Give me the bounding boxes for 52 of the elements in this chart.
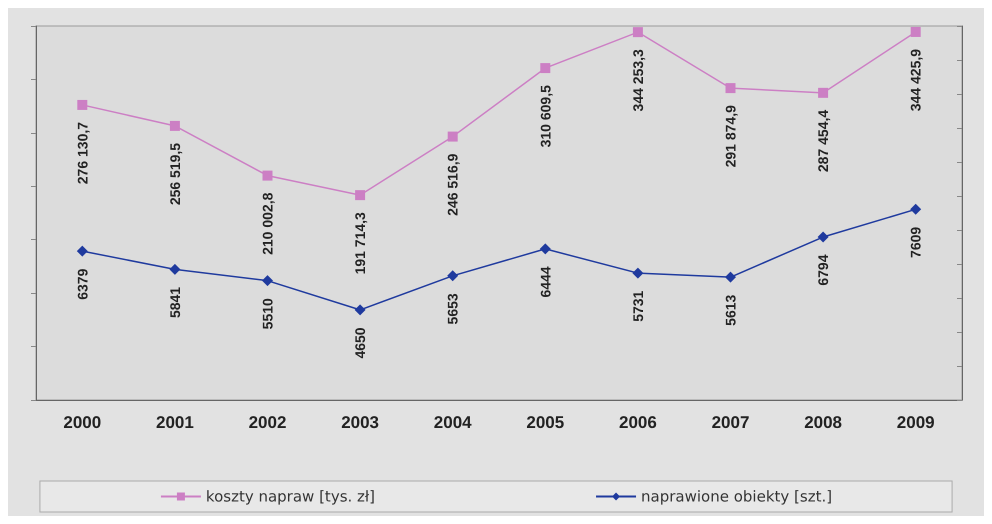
data-label: 6794	[815, 254, 832, 286]
legend-label: koszty napraw [tys. zł]	[206, 488, 376, 506]
point	[910, 26, 921, 37]
data-label: 344 425,9	[908, 48, 924, 112]
x-tick-label: 2002	[248, 413, 286, 432]
x-tick-label: 2009	[896, 413, 935, 432]
data-label: 210 002,8	[260, 192, 276, 255]
point	[726, 83, 736, 94]
point	[632, 27, 643, 38]
data-label: 7609	[908, 226, 924, 258]
point	[76, 246, 88, 257]
data-label: 246 516,9	[444, 153, 461, 216]
point	[169, 264, 180, 275]
data-label: 6444	[537, 266, 554, 298]
data-label: 291 874,9	[722, 104, 738, 168]
point	[540, 243, 551, 254]
data-label: 276 130,7	[74, 122, 90, 184]
data-label: 256 519,5	[166, 142, 183, 206]
data-label: 5731	[630, 290, 646, 322]
point	[447, 270, 458, 282]
x-tick-label: 2000	[63, 413, 102, 432]
data-label: 310 609,5	[537, 84, 554, 148]
data-label: 191 714,3	[352, 212, 368, 274]
point	[77, 100, 88, 110]
data-label: 5613	[722, 294, 738, 326]
legend-label: naprawione obiekty [szt.]	[641, 488, 832, 506]
point	[448, 132, 458, 142]
data-label: 5653	[444, 293, 461, 324]
x-tick-label: 2001	[156, 413, 194, 432]
x-tick-label: 2005	[526, 413, 564, 432]
point	[355, 190, 366, 200]
point	[632, 268, 644, 279]
x-tick-label: 2008	[804, 413, 842, 432]
data-label: 6379	[74, 268, 90, 300]
data-label: 4650	[352, 327, 368, 359]
data-label: 287 454,4	[815, 110, 832, 172]
x-tick-label: 2007	[712, 413, 750, 432]
data-label: 5841	[166, 286, 183, 318]
point	[170, 120, 180, 131]
data-label: 344 253,3	[630, 48, 646, 112]
point	[262, 170, 272, 181]
point	[818, 232, 829, 243]
data-label: 5510	[260, 298, 276, 330]
point	[540, 63, 550, 74]
point	[262, 275, 273, 286]
point	[818, 88, 828, 98]
point	[725, 272, 736, 283]
x-tick-label: 2003	[341, 413, 380, 432]
x-tick-label: 2006	[618, 413, 657, 432]
point	[910, 204, 922, 215]
point	[354, 304, 366, 316]
x-tick-label: 2004	[434, 413, 472, 432]
